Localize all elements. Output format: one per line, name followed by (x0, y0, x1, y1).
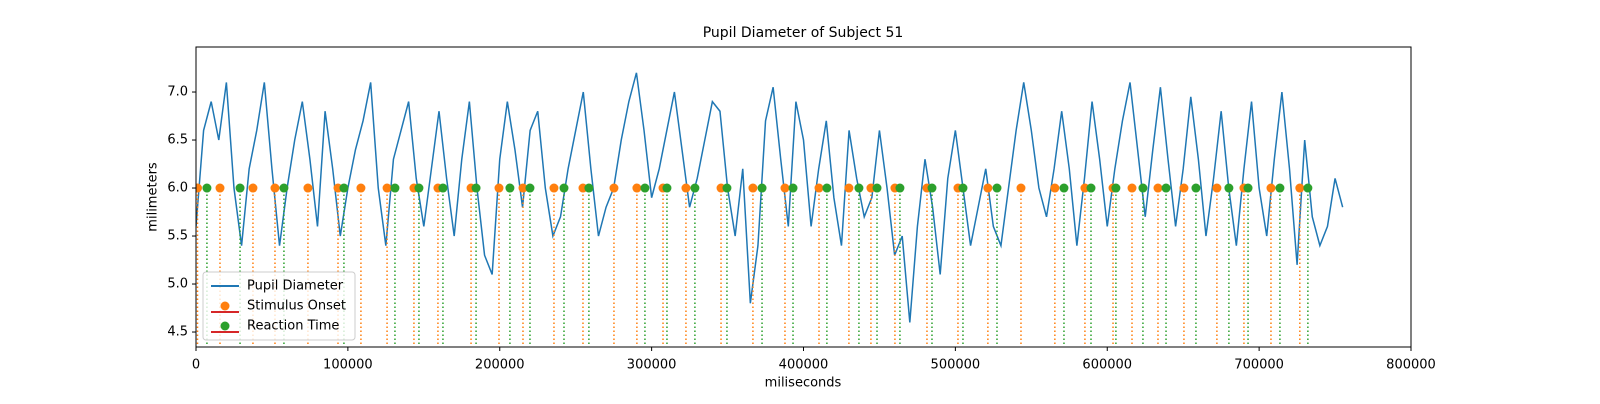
stem-marker (471, 183, 481, 193)
stem-marker (1127, 183, 1137, 193)
stem-marker (1111, 183, 1121, 193)
stem-marker (248, 183, 258, 193)
x-axis-label: miliseconds (765, 376, 842, 391)
stem-marker (438, 183, 448, 193)
y-tick-label: 7.0 (167, 85, 188, 100)
stem-marker (780, 183, 790, 193)
stem-marker (382, 183, 392, 193)
y-axis-label: milimeters (146, 162, 161, 232)
stem-marker (584, 183, 594, 193)
stem-marker (681, 183, 691, 193)
stem-marker (549, 183, 559, 193)
stem-marker (1153, 183, 1163, 193)
stem-marker (525, 183, 535, 193)
y-tick-label: 4.5 (167, 325, 188, 340)
stem-marker (690, 183, 700, 193)
x-tick-label: 300000 (627, 358, 677, 373)
y-tick-label: 5.5 (167, 229, 188, 244)
stem-marker (1016, 183, 1026, 193)
x-tick-label: 200000 (475, 358, 525, 373)
stem-marker (559, 183, 569, 193)
stem-marker (1243, 183, 1253, 193)
stem-marker (1050, 183, 1060, 193)
y-tick-label: 6.0 (167, 181, 188, 196)
legend-box (202, 271, 356, 341)
stem-marker (814, 183, 824, 193)
stem-marker (270, 183, 280, 193)
stem-marker (1191, 183, 1201, 193)
y-tick-label: 5.0 (167, 277, 188, 292)
stem-marker (390, 183, 400, 193)
stem-marker (494, 183, 504, 193)
x-tick-label: 500000 (931, 358, 981, 373)
stem-marker (518, 183, 528, 193)
stem-marker (414, 183, 424, 193)
stem-marker (854, 183, 864, 193)
x-tick-label: 800000 (1386, 358, 1436, 373)
x-tick-label: 400000 (779, 358, 829, 373)
stem-marker (983, 183, 993, 193)
stem-marker (303, 183, 313, 193)
stem-marker (215, 183, 225, 193)
stem-marker (1295, 183, 1305, 193)
stem-marker (757, 183, 767, 193)
chart-title: Pupil Diameter of Subject 51 (703, 25, 904, 41)
stem-marker (748, 183, 758, 193)
stem-marker (1086, 183, 1096, 193)
stem-marker (640, 183, 650, 193)
stem-marker (1161, 183, 1171, 193)
stem-marker (1266, 183, 1276, 193)
legend-label: Stimulus Onset (247, 299, 346, 314)
stem-marker (844, 183, 854, 193)
stem-marker (822, 183, 832, 193)
stem-marker (632, 183, 642, 193)
stem-marker (196, 183, 203, 193)
stem-marker (1303, 183, 1313, 193)
legend-label: Pupil Diameter (247, 279, 344, 294)
legend-label: Reaction Time (247, 319, 339, 334)
stem-marker (339, 183, 349, 193)
stem-marker (1059, 183, 1069, 193)
stem-marker (1275, 183, 1285, 193)
x-tick-label: 0 (192, 358, 200, 373)
stem-marker (1138, 183, 1148, 193)
stem-marker (202, 183, 212, 193)
stem-marker (662, 183, 672, 193)
legend-swatch (220, 321, 230, 331)
stem-marker (722, 183, 732, 193)
stem-marker (788, 183, 798, 193)
stem-marker (872, 183, 882, 193)
stem-marker (279, 183, 289, 193)
stem-marker (927, 183, 937, 193)
stem-marker (958, 183, 968, 193)
stem-marker (235, 183, 245, 193)
stem-marker (1179, 183, 1189, 193)
stem-marker (505, 183, 515, 193)
stem-marker (1224, 183, 1234, 193)
stem-marker (356, 183, 366, 193)
x-tick-label: 700000 (1234, 358, 1284, 373)
y-tick-label: 6.5 (167, 133, 188, 148)
legend-swatch (220, 301, 230, 311)
stem-marker (992, 183, 1002, 193)
stem-marker (1212, 183, 1222, 193)
stem-marker (609, 183, 619, 193)
x-tick-label: 100000 (323, 358, 373, 373)
stem-marker (895, 183, 905, 193)
x-tick-label: 600000 (1082, 358, 1132, 373)
